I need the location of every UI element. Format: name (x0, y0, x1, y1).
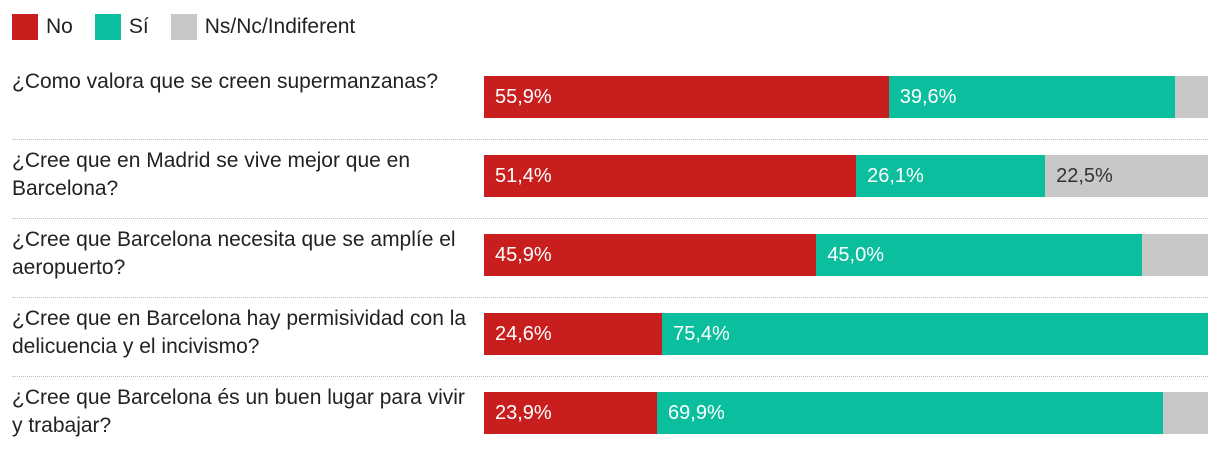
data-label: 45,0% (827, 243, 885, 266)
data-label: 75,4% (673, 322, 730, 345)
chart-row: ¿Cree que Barcelona necesita que se ampl… (12, 218, 1208, 298)
row-separator (12, 297, 1208, 298)
category-label: ¿Cree que en Madrid se vive mejor que en… (12, 149, 411, 200)
bar-segment: 45,9% (484, 234, 817, 276)
legend-swatch (12, 14, 38, 40)
data-label: 24,6% (495, 322, 552, 345)
category-label: ¿Como valora que se creen supermanzanas? (12, 70, 439, 93)
row-separator (12, 139, 1208, 140)
chart-row: ¿Cree que en Madrid se vive mejor que en… (12, 139, 1208, 219)
data-label: 39,6% (899, 85, 957, 108)
data-label: 23,9% (495, 401, 552, 424)
category-label: ¿Cree que Barcelona necesita que se ampl… (12, 228, 456, 279)
row-separator (12, 376, 1208, 377)
legend-item: Ns/Nc/Indiferent (170, 14, 356, 40)
bar-segment: 55,9% (484, 76, 889, 118)
row-separator (12, 218, 1208, 219)
bar-segment (1175, 76, 1208, 118)
legend-item: No (12, 14, 73, 40)
legend-label: Sí (128, 15, 149, 38)
data-label: 26,1% (867, 164, 924, 187)
bar-segment: 24,6% (484, 313, 663, 355)
bar-track: 51,4% 26,1% 22,5% (484, 155, 1208, 197)
bar-segment: 26,1% (856, 155, 1046, 197)
legend-label: No (46, 15, 73, 38)
legend-label: Ns/Nc/Indiferent (204, 15, 356, 38)
data-label: 45,9% (495, 243, 552, 266)
legend-swatch (94, 14, 121, 40)
bar-segment (1163, 392, 1208, 434)
bar-segment: 23,9% (484, 392, 658, 434)
bar-segment: 45,0% (816, 234, 1143, 276)
bar-track: 24,6% 75,4% (484, 313, 1208, 355)
category-label: ¿Cree que en Barcelona hay permisividad … (12, 307, 467, 358)
legend: No Sí Ns/Nc/Indiferent (12, 12, 377, 42)
bar-segment: 22,5% (1045, 155, 1208, 197)
bar-segment (1142, 234, 1208, 276)
data-label: 55,9% (495, 85, 552, 108)
bar-track: 55,9% 39,6% (484, 76, 1208, 118)
data-label: 69,9% (668, 401, 725, 424)
chart-row: ¿Cree que en Barcelona hay permisividad … (12, 297, 1208, 377)
chart-row: ¿Como valora que se creen supermanzanas?… (12, 60, 1208, 140)
legend-swatch (170, 14, 197, 40)
bar-segment: 39,6% (888, 76, 1176, 118)
data-label: 22,5% (1056, 164, 1113, 187)
bar-segment: 75,4% (662, 313, 1208, 355)
bar-segment: 69,9% (657, 392, 1164, 434)
stacked-bar-chart: ¿Como valora que se creen supermanzanas?… (0, 60, 1220, 456)
data-label: 51,4% (495, 164, 552, 187)
bar-track: 45,9% 45,0% (484, 234, 1208, 276)
bar-track: 23,9% 69,9% (484, 392, 1208, 434)
chart-row: ¿Cree que Barcelona és un buen lugar par… (12, 376, 1208, 454)
legend-item: Sí (94, 14, 149, 40)
bar-segment: 51,4% (484, 155, 857, 197)
category-label: ¿Cree que Barcelona és un buen lugar par… (12, 386, 465, 437)
